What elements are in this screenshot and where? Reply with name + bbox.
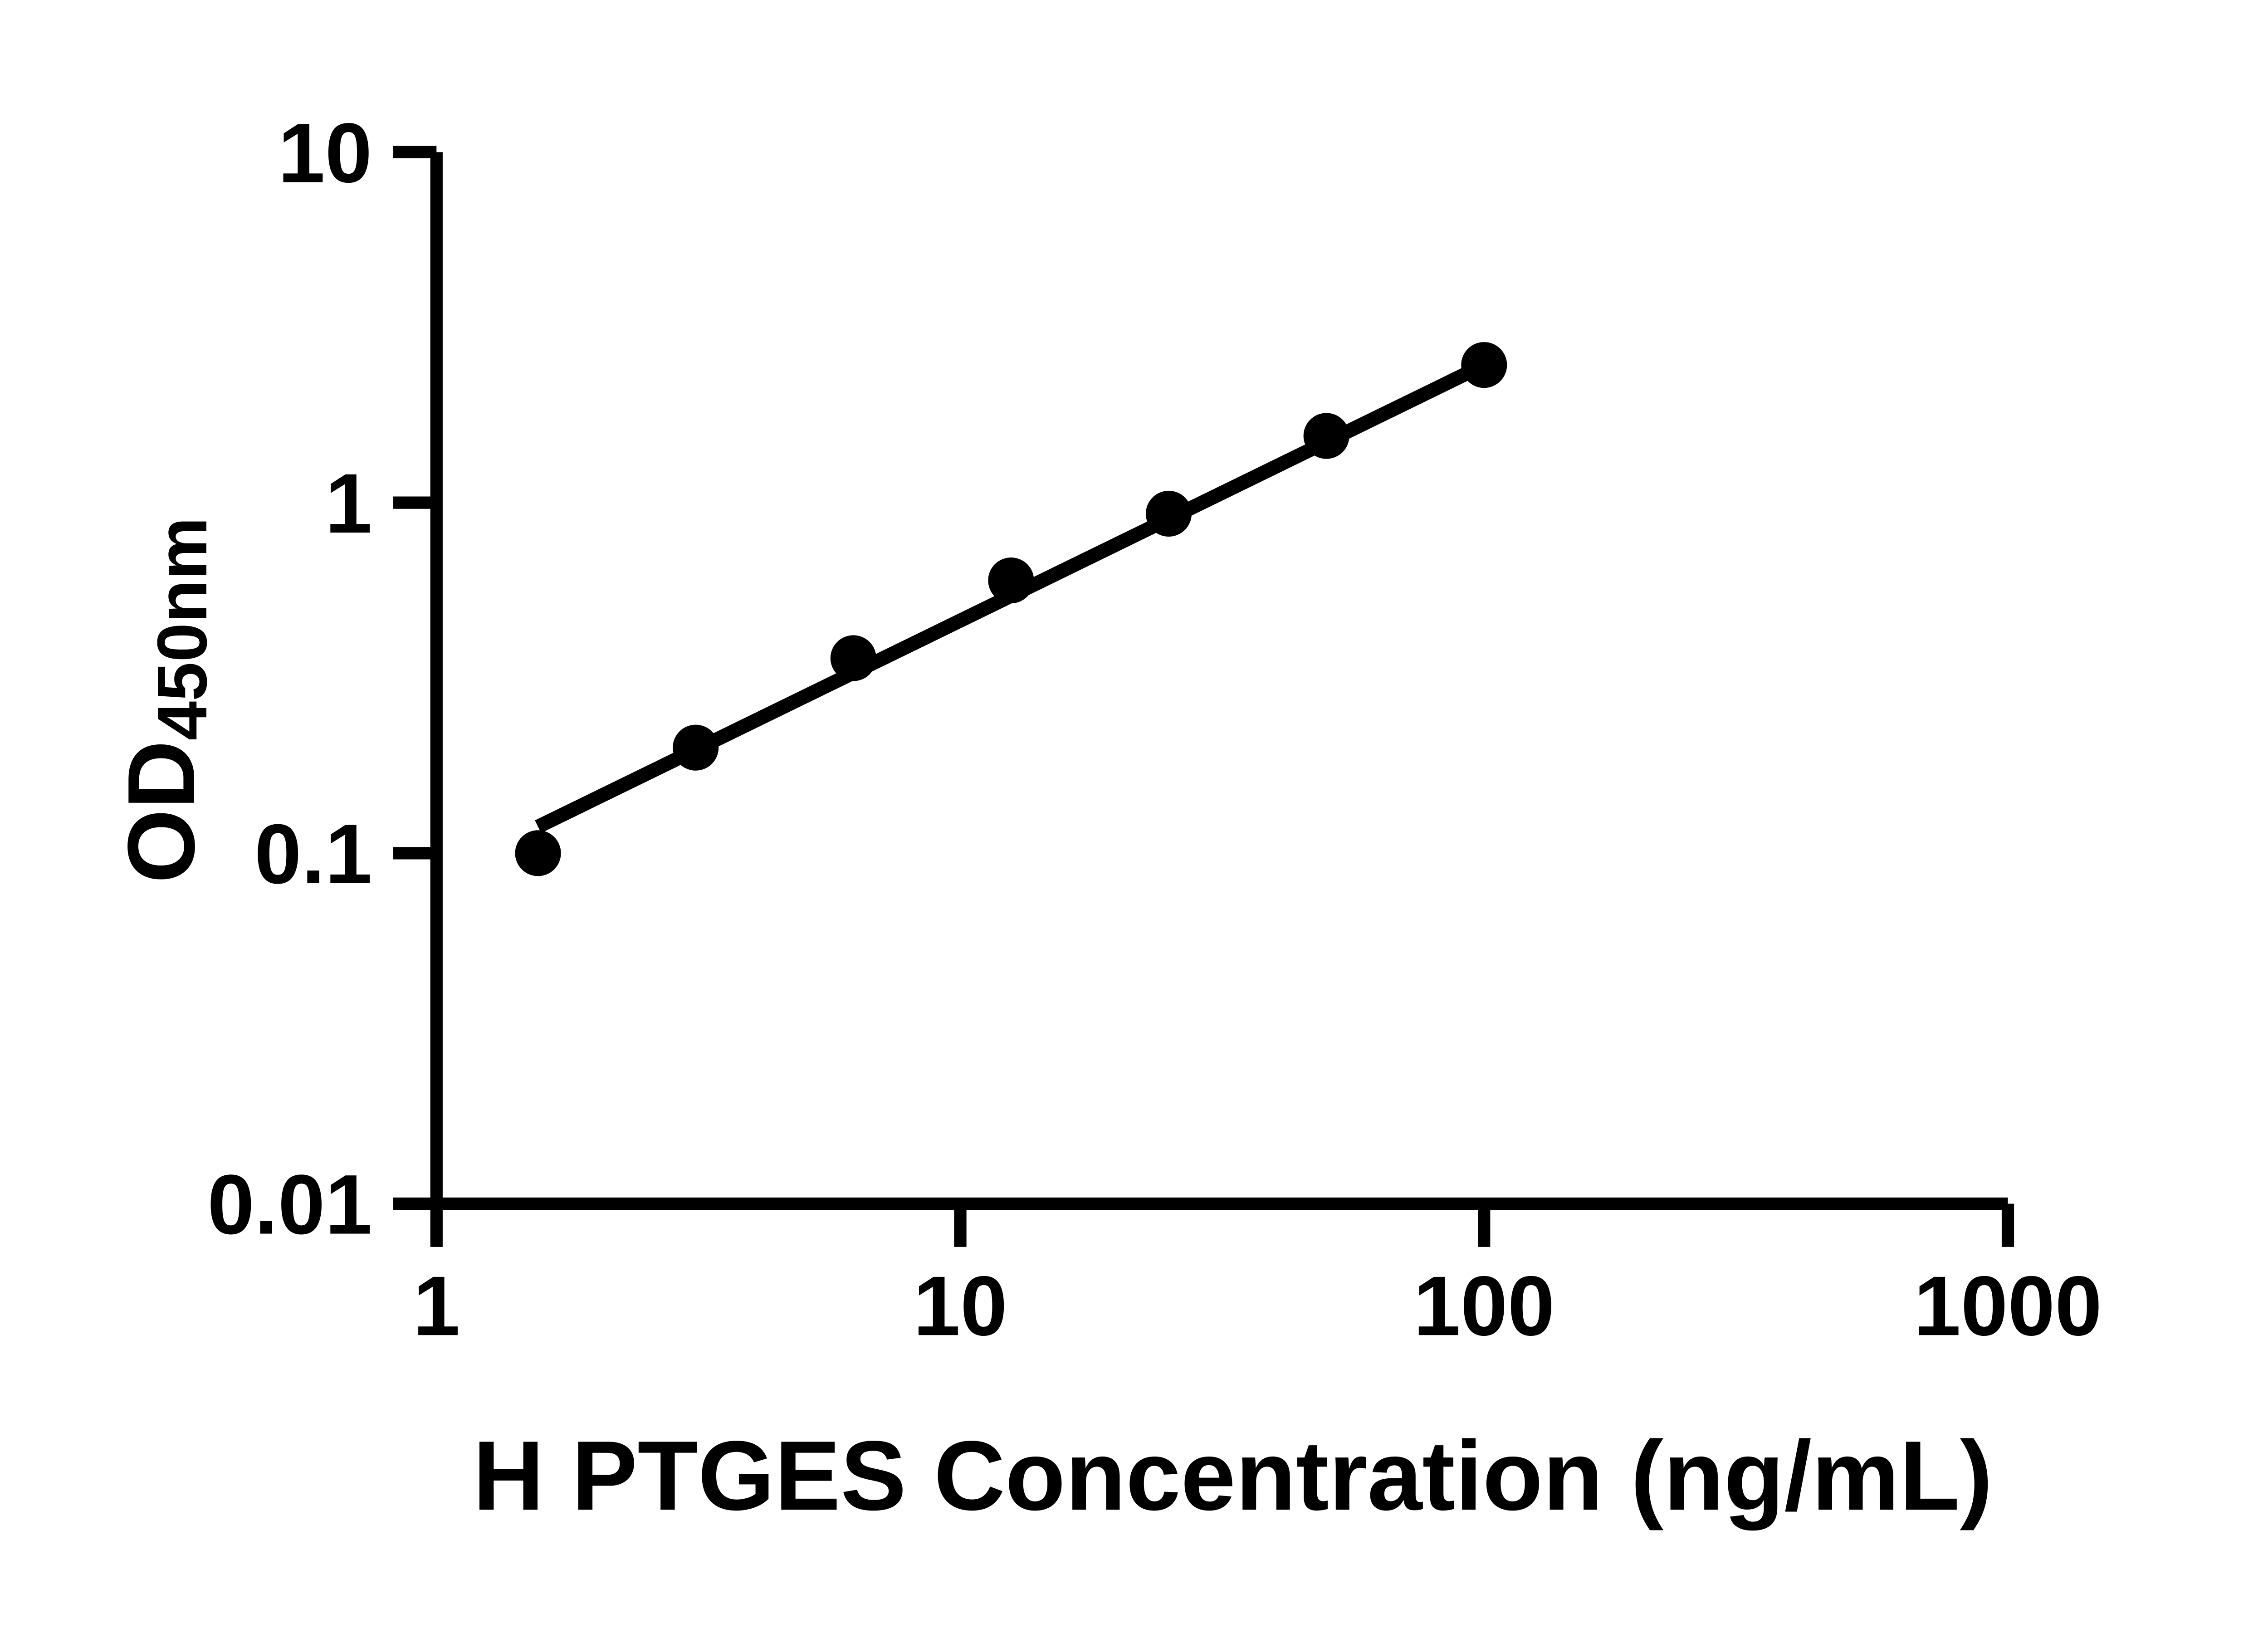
y-axis-title: OD450nm bbox=[109, 517, 222, 883]
data-point-3 bbox=[830, 635, 876, 681]
y-tick-label-0.1: 0.1 bbox=[254, 807, 372, 901]
x-tick-label-10: 10 bbox=[913, 1258, 1007, 1353]
data-point-2 bbox=[673, 724, 719, 771]
y-axis-title-subscript: 450nm bbox=[144, 517, 222, 741]
axes-line bbox=[430, 152, 2008, 1210]
y-tick-label-0.01: 0.01 bbox=[207, 1157, 372, 1252]
data-point-1 bbox=[515, 830, 561, 876]
x-tick-label-100: 100 bbox=[1413, 1258, 1554, 1353]
data-point-5 bbox=[1146, 490, 1192, 537]
x-axis-title: H PTGES Concentration (ng/mL) bbox=[473, 1419, 1993, 1531]
data-point-4 bbox=[988, 557, 1034, 604]
y-tick-label-10: 10 bbox=[278, 105, 372, 200]
chart-canvas: 10 1 0.1 0.01 1 10 100 1000 bbox=[207, 105, 2102, 1353]
y-tick-label-1: 1 bbox=[325, 456, 372, 551]
elisa-standard-curve-figure: 10 1 0.1 0.01 1 10 100 1000 H PTGES Concentrati… bbox=[109, 105, 2102, 1531]
x-tick-label-1: 1 bbox=[413, 1258, 460, 1353]
data-point-6 bbox=[1303, 413, 1349, 459]
data-point-7 bbox=[1461, 342, 1507, 388]
y-axis-title-main: OD bbox=[109, 740, 215, 884]
x-tick-label-1000: 1000 bbox=[1914, 1258, 2102, 1353]
